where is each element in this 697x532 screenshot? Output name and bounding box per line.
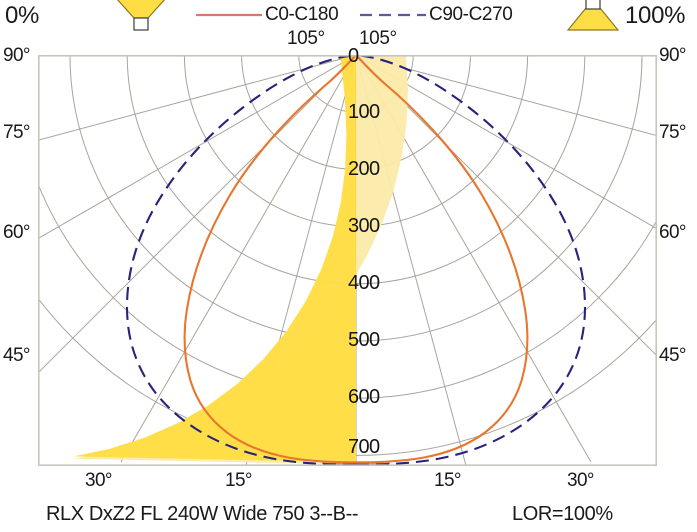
series-curve-c90-c270 <box>125 55 357 466</box>
legend-item-c0-c180: C0-C180 <box>196 4 339 26</box>
radial-label-600: 600 <box>348 386 380 408</box>
series-curve-c0-c180 <box>183 55 357 464</box>
plot-frame <box>38 55 657 466</box>
legend-item-c90-c270: C90-C270 <box>360 4 513 26</box>
radial-label-700: 700 <box>348 436 380 458</box>
radial-label-300: 300 <box>348 215 380 237</box>
left-angle-label-90: 90° <box>3 45 31 66</box>
series-curve-c90-c270-mirror <box>355 55 587 466</box>
radial-label-200: 200 <box>348 158 380 180</box>
legend-label-c90-c270: C90-C270 <box>429 4 513 25</box>
luminaire-title: RLX DxZ2 FL 240W Wide 750 3--B-- <box>46 503 359 525</box>
radial-label-100: 100 <box>348 101 380 123</box>
uplight-percent-label: 100% <box>625 2 686 29</box>
left-angle-label-45: 45° <box>3 345 31 366</box>
radial-label-500: 500 <box>348 329 380 351</box>
bottom-angle-label-15-right: 15° <box>434 470 462 491</box>
nadir-overlap-accent <box>321 462 391 466</box>
uplight-cone-icon <box>566 0 620 31</box>
bottom-angle-label-30-left: 30° <box>85 470 113 491</box>
top-angle-label-left: 105° <box>287 28 325 49</box>
polar-plot-svg <box>38 55 657 466</box>
polar-plot-area <box>38 55 657 466</box>
series-curve-c0-c180-mirror <box>355 55 529 464</box>
bottom-angle-label-30-right: 30° <box>567 470 595 491</box>
top-angle-label-right: 105° <box>359 28 397 49</box>
right-angle-label-75: 75° <box>659 122 687 143</box>
left-angle-label-75: 75° <box>3 122 31 143</box>
radial-label-0: 0 <box>348 45 359 67</box>
right-angle-label-90: 90° <box>659 45 687 66</box>
legend-bar: 0% C0-C180 C90-C270 100% <box>0 0 697 36</box>
lor-label: LOR=100% <box>512 503 613 525</box>
downlight-cone-inverted-icon <box>116 0 166 31</box>
downlight-percent-label: 0% <box>5 2 40 29</box>
right-angle-label-60: 60° <box>659 222 687 243</box>
bottom-angle-label-15-left: 15° <box>225 470 253 491</box>
right-angle-label-45: 45° <box>659 345 687 366</box>
legend-swatch-dashed-icon <box>360 13 426 17</box>
left-angle-label-60: 60° <box>3 222 31 243</box>
legend-swatch-solid-icon <box>196 13 262 17</box>
legend-label-c0-c180: C0-C180 <box>265 4 339 25</box>
series-fill-c0-c180 <box>73 55 356 463</box>
radial-label-400: 400 <box>348 272 380 294</box>
